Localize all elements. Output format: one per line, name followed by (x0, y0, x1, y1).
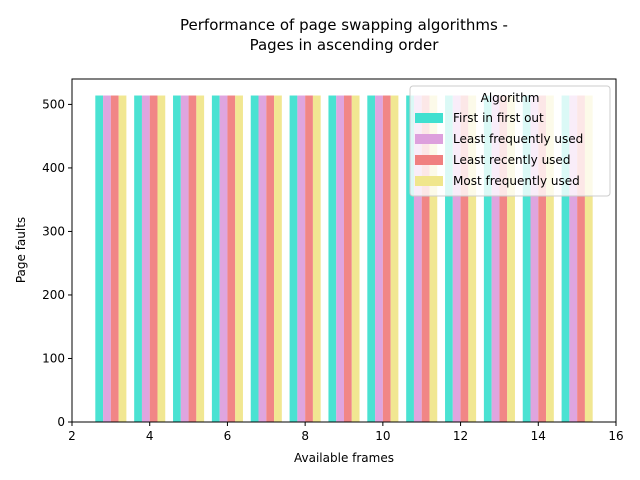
legend: Algorithm First in first out Least frequen… (409, 85, 611, 197)
legend-label: Least recently used (453, 153, 570, 167)
legend-label: Most frequently used (453, 174, 580, 188)
bar (491, 95, 500, 422)
legend-swatch (415, 134, 443, 144)
legend-label: Least frequently used (453, 132, 583, 146)
bar (235, 95, 243, 422)
bar (274, 95, 282, 422)
legend-label: First in first out (453, 111, 544, 125)
y-axis-label: Page faults (14, 217, 28, 283)
bar (157, 95, 166, 422)
legend-swatch (415, 113, 443, 123)
bar (266, 95, 275, 422)
bar (522, 95, 531, 422)
bar (118, 95, 127, 422)
bar (584, 95, 593, 422)
plot-frame (71, 78, 617, 423)
legend-title: Algorithm (481, 91, 540, 105)
y-tick-label: 100 (42, 351, 65, 365)
legend-swatch (415, 176, 443, 186)
bar (134, 95, 142, 422)
bar (344, 95, 352, 422)
bars-group (95, 95, 593, 422)
axes-group: 2 4 6 8 10 12 14 16 0 100 200 300 400 500 (42, 78, 624, 443)
y-tick-label: 400 (42, 161, 65, 175)
bar (507, 95, 515, 422)
bar (180, 95, 189, 422)
bar (141, 95, 150, 422)
bar (103, 95, 111, 422)
x-tick-label: 4 (146, 429, 154, 443)
bar (227, 95, 236, 422)
bar (421, 95, 430, 422)
bar (351, 95, 360, 422)
bar (382, 95, 391, 422)
bar (546, 95, 554, 422)
bar (188, 95, 197, 422)
bar (530, 95, 539, 422)
y-tick-label: 500 (42, 97, 65, 111)
bar (569, 95, 578, 422)
x-axis-label: Available frames (294, 451, 394, 465)
bar (452, 95, 461, 422)
bar (312, 95, 321, 422)
bar (460, 95, 469, 422)
bar (367, 95, 376, 422)
x-tick-label: 2 (68, 429, 76, 443)
x-tick-label: 6 (224, 429, 232, 443)
bar (305, 95, 313, 422)
chart-title-line-1: Performance of page swapping algorithms … (180, 16, 508, 34)
bar (468, 95, 477, 422)
bar (173, 95, 181, 422)
x-tick-label: 14 (531, 429, 546, 443)
bar (390, 95, 399, 422)
bar (211, 95, 220, 422)
bar (499, 95, 508, 422)
bar (258, 95, 267, 422)
bar (445, 95, 453, 422)
y-tick-label: 300 (42, 224, 65, 238)
y-tick-label: 200 (42, 288, 65, 302)
x-tick-label: 16 (608, 429, 623, 443)
bar (577, 95, 585, 422)
bar (149, 95, 158, 422)
x-tick-label: 12 (453, 429, 468, 443)
bar (289, 95, 298, 422)
bar (196, 95, 205, 422)
legend-swatch (415, 155, 443, 165)
bar (406, 95, 414, 422)
bar (429, 95, 438, 422)
bar (110, 95, 119, 422)
bar (219, 95, 228, 422)
bar (483, 95, 492, 422)
y-tick-label: 0 (57, 415, 65, 429)
legend-box (409, 85, 611, 197)
chart-title-line-2: Pages in ascending order (250, 36, 440, 54)
bar (538, 95, 547, 422)
bar (250, 95, 259, 422)
bar (95, 95, 104, 422)
bar (328, 95, 337, 422)
bar (375, 95, 383, 422)
x-tick-label: 8 (301, 429, 309, 443)
bar (336, 95, 344, 422)
bar (297, 95, 306, 422)
x-tick-label: 10 (375, 429, 390, 443)
bar (561, 95, 570, 422)
bar (413, 95, 422, 422)
